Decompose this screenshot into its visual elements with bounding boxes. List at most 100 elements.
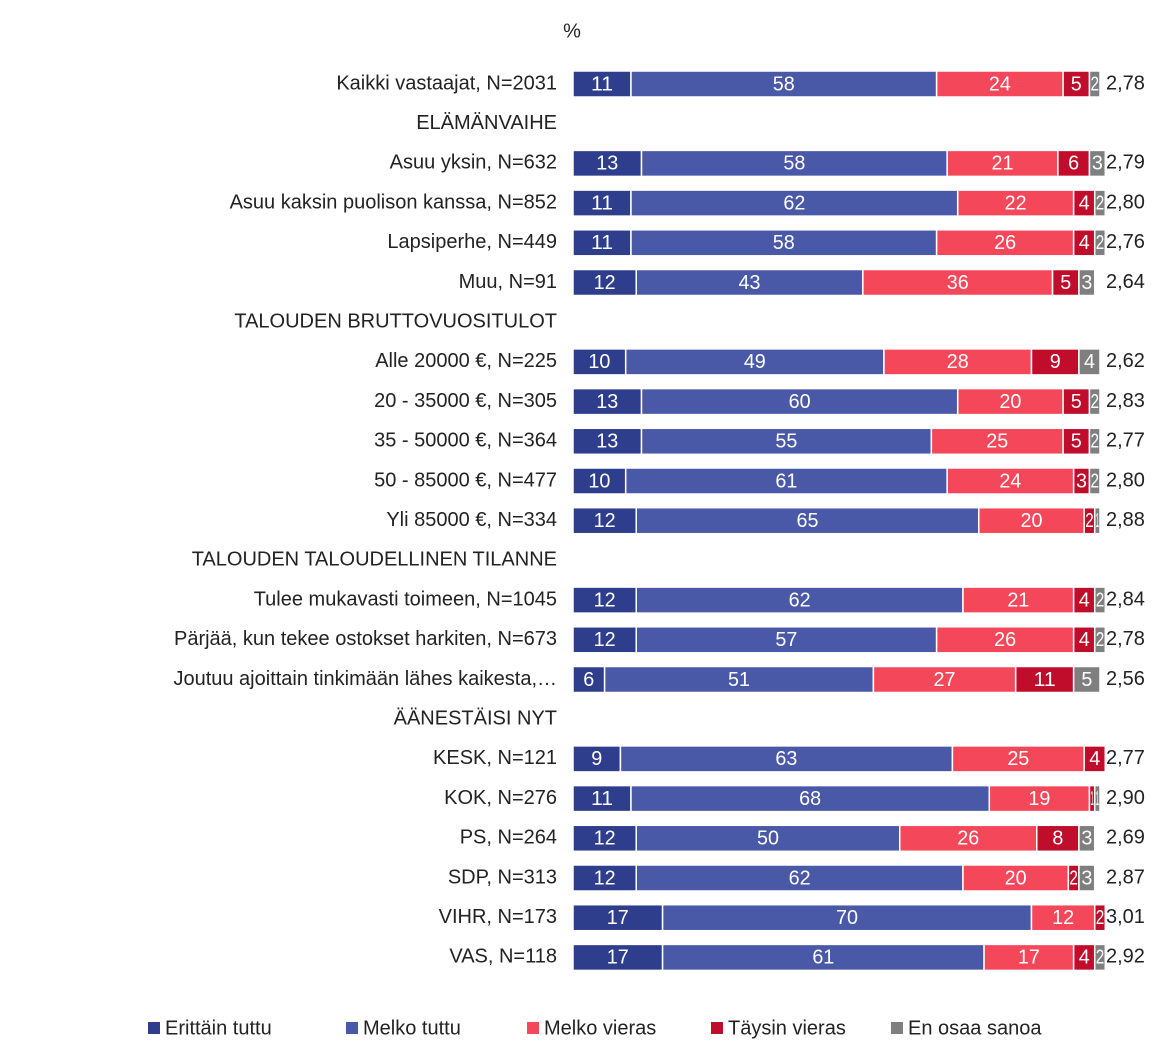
legend-swatch (346, 1022, 358, 1034)
value-label: 70 (836, 907, 858, 929)
bar-segment (1093, 506, 1101, 535)
value-label: 36 (947, 272, 969, 294)
value-label: 13 (596, 431, 618, 453)
mean-label: 2,90 (1106, 787, 1145, 809)
value-label: 4 (1089, 748, 1100, 770)
value-label: 58 (783, 153, 805, 175)
value-label: 9 (1050, 351, 1061, 373)
value-label: 61 (775, 470, 797, 492)
value-label: 26 (994, 629, 1016, 651)
value-label: 11 (591, 232, 613, 254)
bar-segment (1030, 903, 1096, 932)
bar-segment (630, 189, 959, 217)
bar-segment (946, 149, 1059, 178)
bar-segment (1088, 467, 1101, 495)
bar-segment (1051, 268, 1080, 297)
value-label: 1 (1096, 510, 1099, 532)
mean-label: 2,69 (1106, 827, 1145, 849)
value-label: 17 (607, 947, 629, 969)
value-label: 9 (591, 748, 602, 770)
value-label: 1 (1096, 788, 1099, 810)
value-label: 68 (799, 788, 821, 810)
value-label: 24 (999, 470, 1021, 492)
bar-segment (1093, 903, 1107, 932)
bar-segment (956, 189, 1075, 217)
value-label: 25 (986, 431, 1008, 453)
bar-segment (1088, 427, 1101, 456)
mean-label: 2,80 (1106, 469, 1145, 491)
value-label: 13 (596, 391, 618, 413)
bar-segment (951, 745, 1085, 773)
value-label: 21 (992, 153, 1014, 175)
category-label: Kaikki vastaajat, N=2031 (336, 72, 557, 94)
mean-label: 2,78 (1106, 628, 1145, 650)
value-label: 22 (1005, 192, 1027, 214)
bar-segment (1088, 387, 1101, 416)
value-label: 13 (596, 153, 618, 175)
bar-segment (1093, 943, 1107, 972)
value-label: 3 (1081, 867, 1092, 889)
bar-segment (935, 229, 1075, 257)
value-label: 2 (1090, 470, 1099, 492)
value-label: 10 (588, 470, 610, 492)
category-label: KOK, N=276 (444, 787, 557, 809)
value-label: 4 (1084, 351, 1095, 373)
bar-segment (572, 149, 643, 178)
category-label: Asuu kaksin puolison kanssa, N=852 (230, 191, 557, 213)
bar-segment (1093, 784, 1101, 813)
value-label: 2 (1090, 431, 1099, 453)
category-label: SDP, N=313 (448, 866, 557, 888)
mean-label: 2,87 (1106, 866, 1145, 888)
bar-segment (572, 229, 632, 257)
value-label: 12 (594, 589, 616, 611)
mean-label: 2,84 (1106, 588, 1145, 610)
bar-segment (572, 348, 627, 376)
bar-segment (872, 665, 1017, 694)
value-label: 12 (594, 510, 616, 532)
value-label: 2 (1085, 510, 1094, 532)
bar-segment (988, 784, 1091, 813)
category-label: ELÄMÄNVAIHE (416, 112, 557, 134)
value-label: 62 (789, 867, 811, 889)
category-label: Yli 85000 €, N=334 (386, 509, 557, 531)
value-label: 12 (594, 272, 616, 294)
bar-segment (572, 506, 637, 535)
value-label: 20 (1020, 510, 1042, 532)
bar-segment (935, 626, 1075, 654)
value-label: 65 (797, 510, 819, 532)
bar-segment (1093, 626, 1107, 654)
mean-label: 2,92 (1106, 946, 1145, 968)
category-label: VAS, N=118 (449, 946, 557, 968)
value-label: 43 (739, 272, 761, 294)
value-label: 5 (1071, 73, 1082, 95)
value-label: 6 (1068, 153, 1079, 175)
value-label: 26 (994, 232, 1016, 254)
bar-segment (1078, 824, 1096, 853)
value-label: 3 (1081, 272, 1092, 294)
value-label: 12 (594, 828, 616, 850)
value-label: 57 (775, 629, 797, 651)
category-label: KESK, N=121 (433, 747, 557, 769)
bar-segment (1072, 665, 1101, 694)
legend-swatch (891, 1022, 903, 1034)
bar-segment (1088, 70, 1101, 98)
value-label: 2 (1090, 73, 1099, 95)
bar-segment (1030, 348, 1080, 376)
bar-segment (1062, 427, 1091, 456)
value-label: 3 (1076, 470, 1087, 492)
value-label: 51 (728, 669, 750, 691)
value-label: 4 (1079, 629, 1090, 651)
legend-label: En osaa sanoa (908, 1017, 1042, 1039)
mean-label: 2,78 (1106, 72, 1145, 94)
bar-segment (1093, 586, 1107, 614)
category-label: TALOUDEN BRUTTOVUOSITULOT (234, 310, 557, 332)
bar-segment (635, 506, 980, 535)
legend-swatch (148, 1022, 160, 1034)
bar-segment (630, 784, 991, 813)
bar-segment (572, 268, 637, 297)
bar-segment (935, 70, 1064, 98)
category-label: Tulee mukavasti toimeen, N=1045 (254, 588, 557, 610)
value-label: 2 (1096, 907, 1105, 929)
value-label: 12 (1052, 907, 1074, 929)
